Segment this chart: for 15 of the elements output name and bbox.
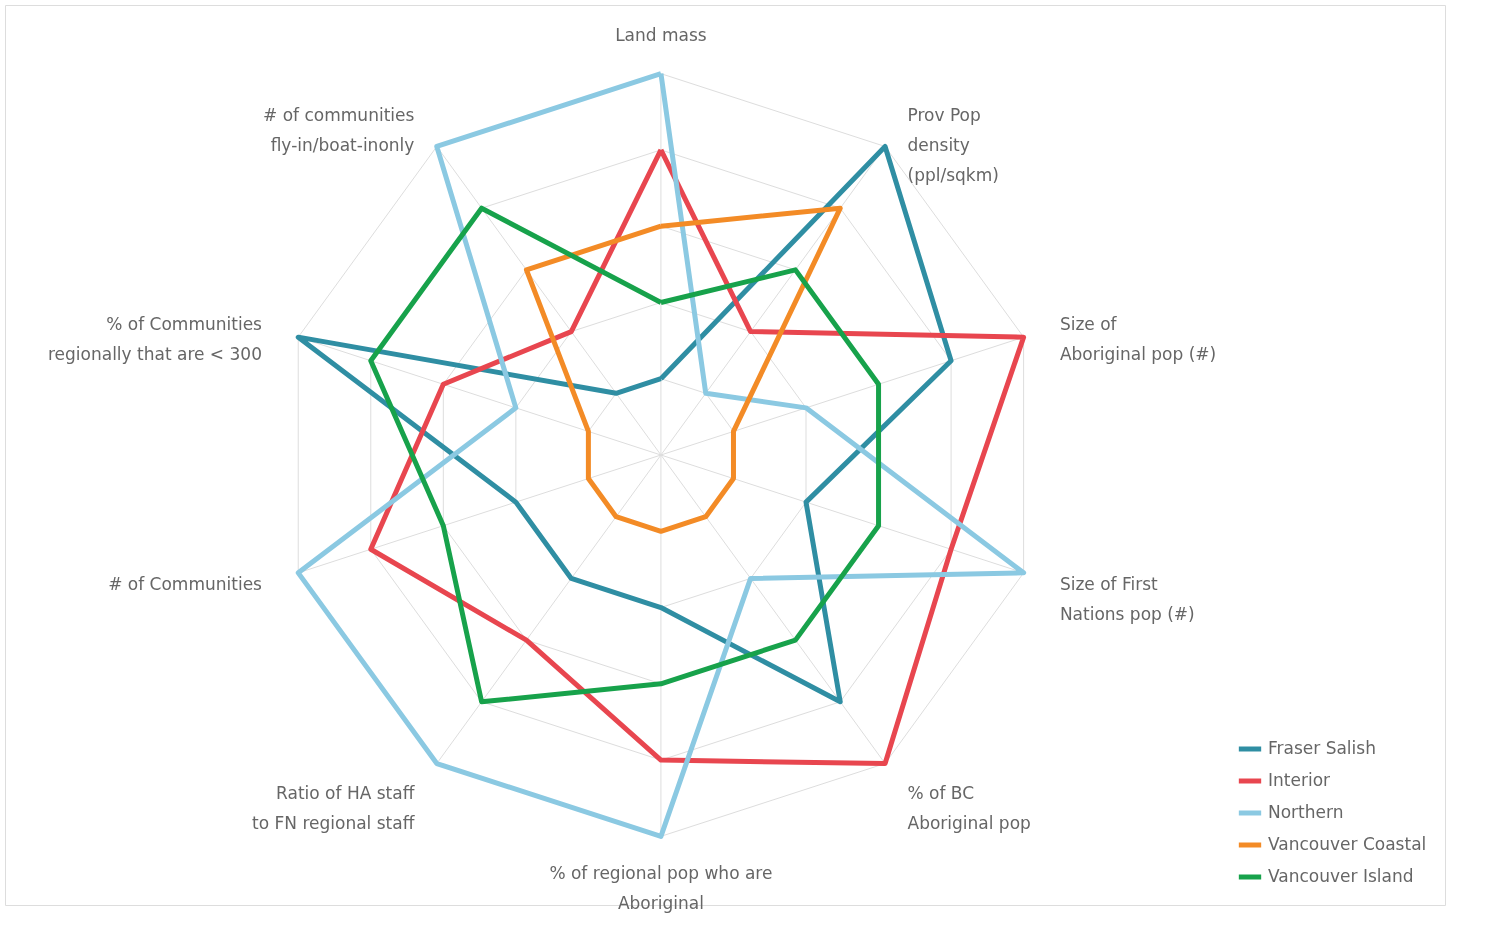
spoke-label: Size of Aboriginal pop (#) (1059, 314, 1217, 365)
spoke-label: Prov Pop density (ppl/sqkm) (907, 104, 999, 185)
spoke-label: % of Communities regionally that are < 300 (47, 314, 263, 365)
legend-label: Northern (1268, 802, 1344, 822)
spoke-label: Ratio of HA staff to FN regional staff (252, 783, 416, 834)
legend-label: Vancouver Island (1268, 866, 1414, 886)
spoke-label: # of Communities (108, 573, 263, 594)
spoke-label: Size of First Nations pop (#) (1059, 573, 1195, 624)
spoke-label: % of regional pop who are Aboriginal (549, 863, 773, 914)
spoke-label: % of BC Aboriginal pop (907, 783, 1031, 834)
legend-label: Interior (1268, 770, 1331, 790)
legend-label: Vancouver Coastal (1268, 834, 1427, 854)
spoke-label: # of communities fly-in/boat-inonly (263, 104, 415, 155)
spoke-label: Land mass (615, 24, 707, 45)
legend-label: Fraser Salish (1268, 738, 1376, 758)
